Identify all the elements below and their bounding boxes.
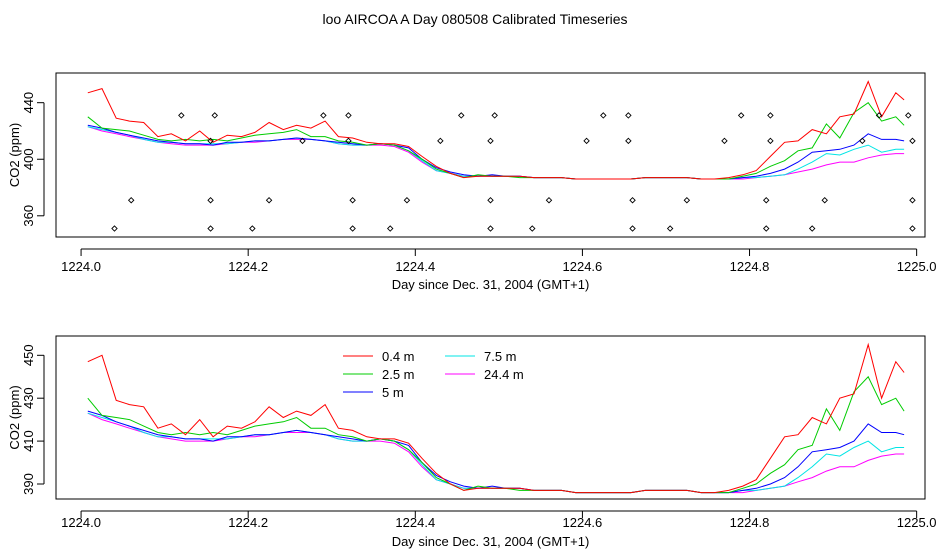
diamond-marker xyxy=(386,225,394,232)
diamond-marker xyxy=(763,225,770,232)
y-tick-label: 390 xyxy=(21,473,36,495)
x-tick-label: 1224.4 xyxy=(395,259,435,274)
diamond-marker xyxy=(600,112,607,119)
diamond-marker xyxy=(320,112,327,119)
top-plot-panel: 1224.0 1224.2 1224.4 1224.6 1224.8 1225.0 Day … xyxy=(7,72,937,292)
diamond-marker xyxy=(666,225,674,232)
diamond-marker xyxy=(458,112,465,119)
diamond-marker xyxy=(583,137,590,145)
x-tick-label: 1224.4 xyxy=(395,515,435,530)
diamond-marker xyxy=(737,112,745,119)
x-tick-label: 1224.2 xyxy=(228,259,268,274)
y-tick-label: 440 xyxy=(21,92,36,114)
diamond-marker xyxy=(207,137,214,145)
diamond-marker xyxy=(909,225,916,232)
y-axis-label: CO2 (ppm) xyxy=(7,385,22,449)
diamond-marker xyxy=(629,225,636,232)
diamond-marker xyxy=(403,197,411,204)
legend: 0.4 m 2.5 m 5 m 7.5 m 24.4 m xyxy=(343,349,524,400)
series-lines xyxy=(87,80,905,180)
x-tick-label: 1224.8 xyxy=(730,259,770,274)
diamond-marker xyxy=(487,197,494,204)
series-line-7-5-m xyxy=(87,126,905,180)
x-tick-label: 1224.2 xyxy=(228,515,268,530)
diamond-marker xyxy=(487,225,494,232)
diamond-marker xyxy=(721,137,728,145)
diamond-marker xyxy=(821,197,828,204)
y-tick-label: 450 xyxy=(21,344,36,366)
legend-label: 5 m xyxy=(382,385,404,400)
series-line-24-4-m xyxy=(87,412,905,494)
diamond-marker xyxy=(905,112,912,119)
diamond-marker xyxy=(249,225,256,232)
y-tick-label: 430 xyxy=(21,387,36,409)
diamond-marker xyxy=(859,137,866,145)
plot-frame xyxy=(55,335,926,500)
plot-frame xyxy=(55,72,926,238)
series-line-0-4-m xyxy=(87,80,905,180)
legend-label: 2.5 m xyxy=(382,367,415,382)
diamond-marker xyxy=(875,112,883,119)
diamond-marker xyxy=(909,137,916,145)
diamond-marker xyxy=(265,197,273,204)
x-tick-label: 1225.0 xyxy=(897,259,937,274)
x-tick-label: 1224.6 xyxy=(563,515,603,530)
diamond-marker xyxy=(763,197,770,204)
diamond-marker xyxy=(345,137,352,145)
diamond-marker xyxy=(299,137,306,145)
series-line-0-4-m xyxy=(87,342,905,494)
diamond-marker xyxy=(349,197,356,204)
main-title: loo AIRCOA A Day 080508 Calibrated Times… xyxy=(322,11,628,27)
series-line-5-m xyxy=(87,410,905,494)
diamond-marker xyxy=(211,112,218,119)
diamond-marker xyxy=(178,112,185,119)
legend-label: 7.5 m xyxy=(484,349,517,364)
diamond-marker xyxy=(767,112,774,119)
diamond-marker xyxy=(529,225,536,232)
x-axis-label: Day since Dec. 31, 2004 (GMT+1) xyxy=(392,534,590,549)
series-line-7-5-m xyxy=(87,412,905,494)
x-tick-label: 1224.0 xyxy=(61,515,101,530)
y-tick-label: 410 xyxy=(21,430,36,452)
series-lines xyxy=(87,342,905,494)
diamond-marker xyxy=(629,197,636,204)
diamond-marker xyxy=(207,225,214,232)
diamond-marker xyxy=(909,197,916,204)
diamond-marker xyxy=(491,112,498,119)
y-tick-label: 360 xyxy=(21,205,36,227)
series-line-2-5-m xyxy=(87,375,905,494)
x-tick-label: 1224.6 xyxy=(563,259,603,274)
diamond-marker xyxy=(437,137,444,145)
y-tick-label: 400 xyxy=(21,148,36,170)
diamond-marker xyxy=(545,197,553,204)
legend-label: 24.4 m xyxy=(484,367,524,382)
x-tick-label: 1225.0 xyxy=(897,515,937,530)
diamond-marker xyxy=(487,137,494,145)
series-line-5-m xyxy=(87,124,905,180)
bottom-plot-panel: 1224.0 1224.2 1224.4 1224.6 1224.8 1225.0 Day … xyxy=(7,335,937,549)
diamond-marker xyxy=(127,197,135,204)
legend-label: 0.4 m xyxy=(382,349,415,364)
x-axis-label: Day since Dec. 31, 2004 (GMT+1) xyxy=(392,277,590,292)
diamond-marker xyxy=(349,225,356,232)
diamond-marker xyxy=(345,112,352,119)
marker-group xyxy=(111,112,916,232)
diamond-marker xyxy=(683,197,691,204)
series-line-24-4-m xyxy=(87,126,905,180)
diamond-marker xyxy=(207,197,214,204)
diamond-marker xyxy=(808,225,816,232)
diamond-marker xyxy=(111,225,118,232)
diamond-marker xyxy=(767,137,774,145)
diamond-marker xyxy=(625,137,632,145)
x-tick-label: 1224.0 xyxy=(61,259,101,274)
x-tick-label: 1224.8 xyxy=(730,515,770,530)
diamond-marker xyxy=(625,112,632,119)
y-axis-label: CO2 (ppm) xyxy=(7,123,22,187)
